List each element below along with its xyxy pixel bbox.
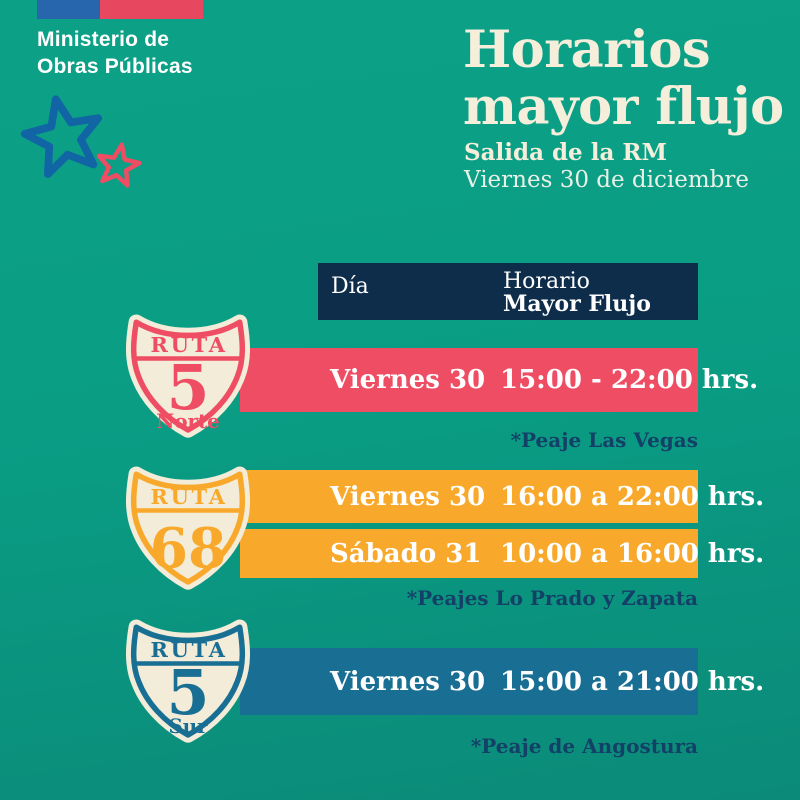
column-header-time-line2: Mayor Flujo <box>503 291 651 317</box>
flag-blue-block <box>37 0 100 19</box>
shield-ruta-label: RUTA <box>150 637 227 662</box>
toll-note: *Peajes Lo Prado y Zapata <box>406 586 698 610</box>
time-cell: 15:00 a 21:00 hrs. <box>500 666 765 697</box>
page-date: Viernes 30 de diciembre <box>464 167 749 193</box>
flag-red-block <box>100 0 203 19</box>
page-subtitle: Salida de la RM <box>464 139 667 166</box>
table-row: Viernes 30 16:00 a 22:00 hrs. <box>240 470 764 523</box>
ministry-name: Ministerio de Obras Públicas <box>37 26 193 80</box>
column-header-time-line1: Horario <box>503 269 590 294</box>
time-cell: 10:00 a 16:00 hrs. <box>500 538 765 569</box>
shield-route-suffix: Norte <box>156 409 219 433</box>
ministry-name-line2: Obras Públicas <box>37 55 193 78</box>
shield-ruta-label: RUTA <box>150 484 227 509</box>
route-5-norte-shield-icon: RUTA 5 Norte <box>125 314 251 438</box>
route-68-shield-icon: RUTA 68 <box>125 466 251 590</box>
blue-star-icon <box>20 95 103 179</box>
page-title-line1: Horarios <box>463 20 711 80</box>
table-header: Día Horario Mayor Flujo <box>318 263 698 320</box>
shield-route-number: 5 <box>167 656 210 729</box>
table-row: Viernes 30 15:00 a 21:00 hrs. <box>240 648 764 715</box>
shield-route-number: 5 <box>167 351 210 424</box>
time-cell: 16:00 a 22:00 hrs. <box>500 481 765 512</box>
column-header-time: Horario Mayor Flujo <box>503 270 651 316</box>
time-cell: 15:00 - 22:00 hrs. <box>500 365 759 395</box>
day-cell: Viernes 30 <box>330 666 486 697</box>
toll-note: *Peaje de Angostura <box>470 734 698 758</box>
chile-flag-icon <box>37 0 203 19</box>
route-5-sur-shield-icon: RUTA 5 Sur <box>125 619 251 743</box>
page-title-line2: mayor flujo <box>463 77 784 137</box>
table-row: Viernes 30 15:00 - 22:00 hrs. <box>240 348 758 412</box>
ministry-name-line1: Ministerio de <box>37 28 170 51</box>
shield-route-suffix: Sur <box>168 714 208 738</box>
pink-star-icon <box>96 142 142 188</box>
day-cell: Viernes 30 <box>330 365 486 395</box>
toll-note: *Peaje Las Vegas <box>510 428 698 452</box>
shield-ruta-label: RUTA <box>150 332 227 357</box>
day-cell: Viernes 30 <box>330 481 486 512</box>
day-cell: Sábado 31 <box>330 538 482 569</box>
shield-route-number: 68 <box>150 516 227 581</box>
table-row: Sábado 31 10:00 a 16:00 hrs. <box>240 529 764 578</box>
column-header-day: Día <box>331 274 369 299</box>
